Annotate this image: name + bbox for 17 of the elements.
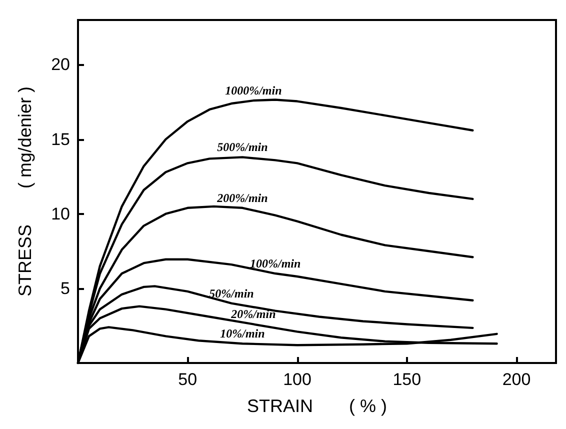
y-tick-label: 20	[51, 55, 70, 74]
series-label: 500%/min	[217, 140, 268, 154]
x-tick-label: 150	[392, 370, 422, 389]
series-label: 10%/min	[220, 326, 266, 341]
series-label: 20%/min	[230, 307, 276, 322]
series-label: 1000%/min	[225, 84, 282, 98]
x-tick-label: 100	[283, 370, 312, 389]
y-axis-title: STRESS ( mg/denier )	[15, 86, 35, 297]
y-tick-label: 5	[60, 278, 70, 298]
y-tick-label: 10	[51, 204, 70, 224]
series-label: 100%/min	[250, 256, 301, 271]
x-tick-label: 200	[502, 370, 531, 389]
y-tick-label: 15	[51, 130, 70, 149]
series-label: 50%/min	[209, 286, 254, 300]
series-label: 200%/min	[216, 190, 268, 205]
x-tick-label: 50	[178, 370, 198, 389]
x-axis-title: STRAIN ( % )	[246, 396, 388, 416]
